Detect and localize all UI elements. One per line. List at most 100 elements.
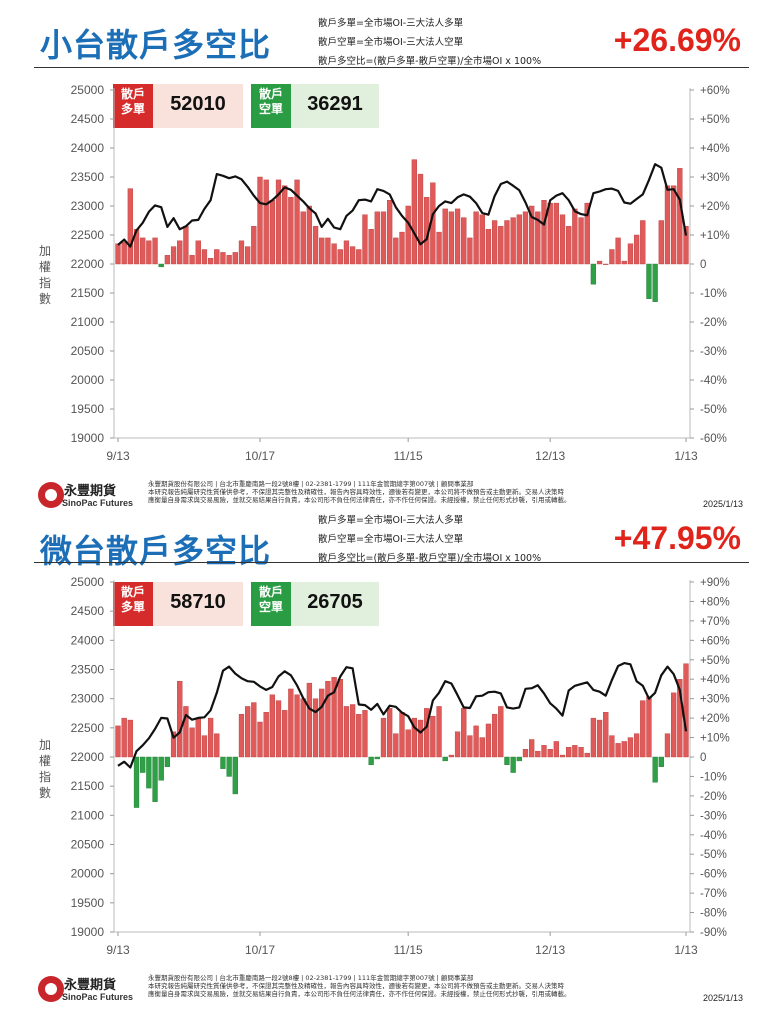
disclaimer-line: 永豐期貨股份有限公司 | 台北市重慶南路一段2號8樓 | 02-2381-179… (148, 480, 474, 488)
ratio-bar-positive (658, 220, 664, 265)
y-left-tick-label: 21500 (71, 286, 105, 300)
ratio-bar-negative (510, 756, 516, 773)
long-label: 散戶 多單 (113, 582, 153, 626)
ratio-bar-positive (251, 702, 257, 758)
ratio-bar-negative (652, 263, 658, 302)
ratio-bar-positive (590, 717, 597, 758)
panel-title: 微台散戶多空比 (40, 532, 272, 570)
y-left-tick-label: 24000 (71, 141, 105, 155)
ratio-bar-positive (417, 719, 424, 758)
ratio-bar-positive (640, 700, 646, 758)
ratio-bar-positive (269, 199, 275, 265)
ratio-bar-positive (683, 226, 689, 265)
ratio-bar-positive (522, 211, 529, 265)
y-left-tick-label: 23500 (71, 170, 105, 184)
ratio-bar-positive (121, 242, 127, 265)
ratio-bar-negative (146, 756, 152, 789)
ratio-bar-negative (652, 756, 658, 783)
y-left-tick-label: 22000 (71, 750, 105, 764)
ratio-bar-positive (183, 226, 189, 265)
y-right-tick-label: -60% (700, 869, 727, 881)
ratio-bar-positive (522, 749, 529, 758)
ratio-bar-positive (436, 231, 442, 265)
ratio-bar-positive (615, 237, 621, 265)
ratio-bar-negative (374, 756, 380, 760)
ratio-bar-negative (140, 756, 146, 773)
disclaimer-line: 應衡量自身需求與交易風險，並就交易結果自行負責，本公司形不負任何法律責任，亦不作… (148, 990, 571, 998)
ratio-bar-positive (275, 700, 282, 758)
y-right-tick-label: -30% (700, 346, 727, 358)
ratio-bar-positive (535, 211, 541, 265)
index-line (117, 662, 688, 769)
ratio-bar-negative (133, 756, 140, 808)
y-axis-title: 加權指數 (38, 244, 51, 306)
y-right-tick-label: +40% (700, 143, 730, 155)
x-tick-label: 10/17 (245, 943, 275, 957)
ratio-bar-positive (201, 735, 208, 758)
y-left-tick-label: 21500 (71, 779, 105, 793)
ratio-bar-positive (596, 719, 603, 758)
ratio-bar-negative (158, 263, 164, 268)
ratio-bar-positive (491, 220, 498, 265)
ratio-bar-positive (473, 211, 479, 265)
ratio-bar-positive (189, 727, 195, 758)
ratio-bar-positive (325, 237, 331, 265)
ratio-bar-positive (584, 752, 590, 758)
ratio-bar-positive (553, 202, 559, 265)
ratio-bar-positive (288, 688, 294, 758)
ratio-bar-positive (337, 249, 343, 265)
x-tick-label: 9/13 (106, 943, 130, 957)
ratio-bar-positive (349, 704, 356, 758)
y-left-tick-label: 20000 (71, 867, 105, 881)
ratio-bar-positive (140, 237, 146, 265)
y-right-tick-label: -50% (700, 404, 727, 416)
ratio-bar-positive (491, 714, 498, 758)
ratio-bar-positive (226, 255, 232, 265)
ratio-bar-negative (226, 756, 232, 777)
ratio-bar-positive (566, 226, 572, 265)
ratio-bar-positive (559, 754, 566, 758)
ratio-bar-positive (282, 710, 288, 758)
ratio-bar-positive (294, 694, 300, 758)
ratio-bar-positive (405, 729, 411, 758)
ratio-bar-positive (473, 725, 479, 758)
short-label: 散戶 空單 (251, 582, 291, 626)
ratio-bar-positive (516, 214, 522, 265)
ratio-bar-positive (356, 249, 362, 265)
ratio-bar-positive (220, 252, 226, 265)
short-value: 26705 (291, 582, 379, 626)
ratio-bar-positive (387, 199, 393, 265)
short-value: 36291 (291, 84, 379, 128)
micro-taiex-panel: 微台散戶多空比 散戶多單=全市場OI-三大法人多單 散戶空單=全市場OI-三大法人空… (0, 512, 783, 1024)
footer-brand: 永豐期貨 (64, 484, 117, 499)
ratio-bar-positive (541, 199, 547, 265)
y-right-tick-label: +50% (700, 114, 730, 126)
ratio-bar-positive (300, 698, 306, 758)
ratio-bar-positive (683, 663, 689, 758)
y-right-tick-label: -10% (700, 288, 727, 300)
ratio-bar-positive (245, 246, 251, 265)
ratio-bar-negative (646, 263, 652, 299)
x-tick-label: 11/15 (394, 449, 423, 463)
ratio-bar-positive (547, 749, 553, 758)
ratio-bar-positive (566, 747, 572, 758)
y-left-tick-label: 22000 (71, 257, 105, 271)
ratio-bar-positive (627, 243, 634, 265)
ratio-bar-positive (596, 260, 603, 265)
ratio-bar-positive (214, 249, 220, 265)
chart-svg: 25000 24500 24000 23500 23000 22500 22000 21500… (71, 575, 730, 957)
sinopac-logo-icon (38, 482, 64, 508)
ratio-bar-positive (343, 706, 350, 758)
ratio-bar-positive (177, 240, 183, 265)
ratio-bar-positive (319, 688, 325, 758)
ratio-bar-negative (658, 756, 664, 767)
ratio-bar-positive (214, 733, 220, 758)
x-tick-label: 12/13 (535, 449, 565, 463)
ratio-bar-positive (603, 263, 609, 265)
ratio-bar-negative (232, 756, 238, 795)
y-right-tick-label: +90% (700, 577, 730, 589)
ratio-bar-positive (510, 217, 516, 265)
y-left-tick-label: 20000 (71, 373, 105, 387)
y-left-tick-label: 22500 (71, 228, 105, 242)
formula-line: 散戶多單=全市場OI-三大法人多單 (318, 18, 464, 29)
